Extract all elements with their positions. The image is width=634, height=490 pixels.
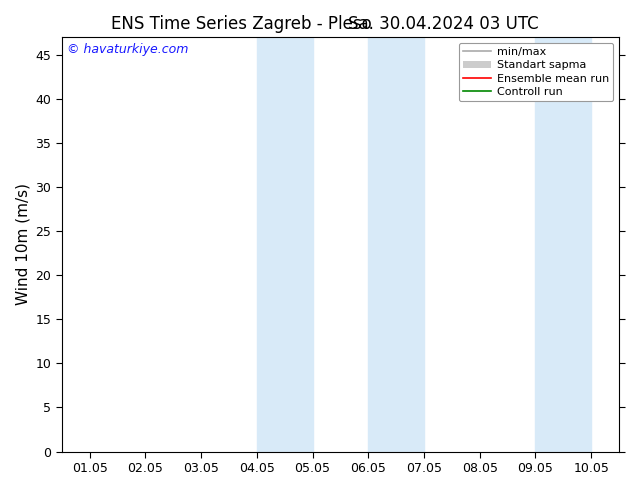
Text: ENS Time Series Zagreb - Pleso: ENS Time Series Zagreb - Pleso [110, 15, 372, 33]
Text: Sa. 30.04.2024 03 UTC: Sa. 30.04.2024 03 UTC [349, 15, 539, 33]
Bar [368, 37, 424, 452]
Bar [257, 37, 313, 452]
Legend: min/max, Standart sapma, Ensemble mean run, Controll run: min/max, Standart sapma, Ensemble mean r… [459, 43, 614, 101]
Text: © havaturkiye.com: © havaturkiye.com [67, 43, 189, 56]
Bar [536, 37, 591, 452]
Y-axis label: Wind 10m (m/s): Wind 10m (m/s) [15, 183, 30, 305]
